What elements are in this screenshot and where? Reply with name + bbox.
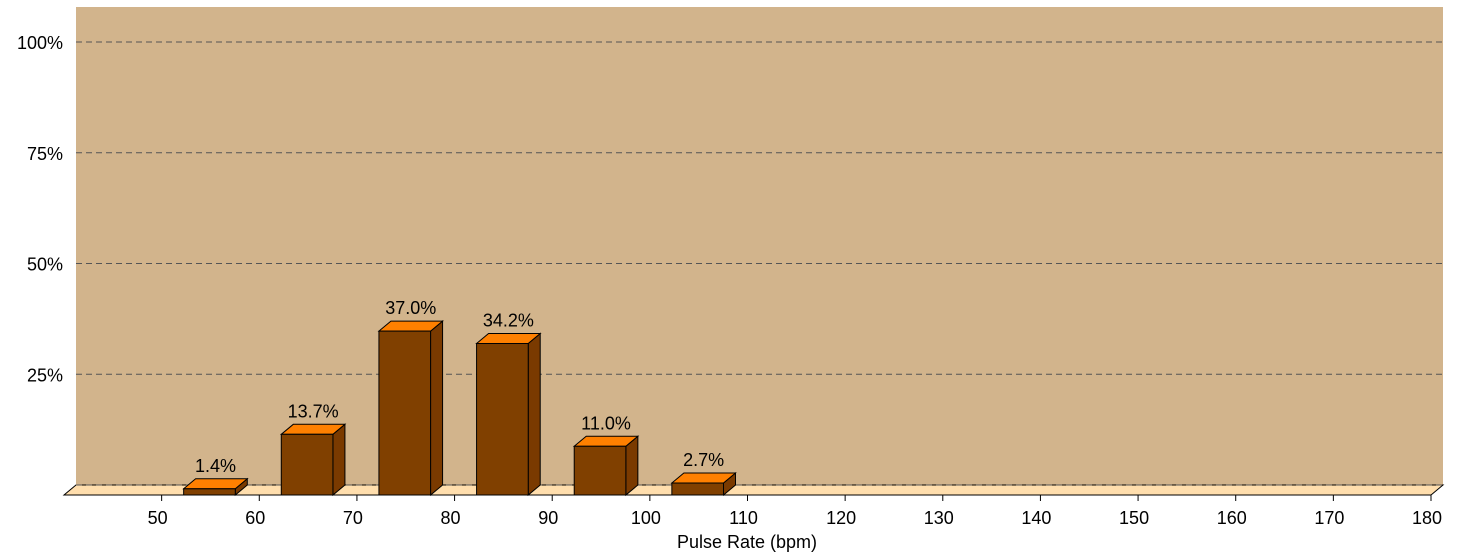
bar-front: [671, 482, 724, 496]
bar-front: [378, 330, 432, 496]
data-label: 37.0%: [385, 298, 436, 318]
bar-side: [430, 320, 444, 497]
data-label: 1.4%: [195, 456, 236, 476]
y-tick-label: 25%: [27, 365, 63, 385]
data-labels: 1.4% 13.7% 37.0% 34.2% 11.0% 2.7%: [195, 298, 724, 476]
x-axis-ticks: 50 60 70 80 90 100 110 120 130 140 150 160 170 180: [148, 495, 1442, 528]
bar-front: [476, 342, 529, 496]
data-label: 13.7%: [288, 401, 339, 421]
bar: [182, 477, 249, 497]
plot-area: [62, 7, 1445, 496]
bars: [182, 320, 737, 497]
x-tick-label: 130: [924, 508, 954, 528]
x-tick-label: 100: [631, 508, 661, 528]
x-tick-label: 140: [1021, 508, 1051, 528]
data-label: 2.7%: [683, 450, 724, 470]
x-tick-label: 60: [245, 508, 265, 528]
bar-side: [332, 423, 346, 497]
plot-background: [76, 7, 1443, 485]
x-tick-label: 160: [1217, 508, 1247, 528]
bar-top: [182, 478, 249, 490]
bar: [279, 423, 347, 497]
grid-lines: [76, 41, 1443, 486]
y-tick-label: 75%: [27, 144, 63, 164]
bar: [475, 332, 542, 497]
bar: [377, 320, 444, 497]
bar: [670, 471, 737, 497]
y-axis-ticks: 25% 50% 75% 100%: [17, 33, 63, 385]
data-label: 34.2%: [483, 310, 534, 330]
bar-top: [475, 332, 542, 344]
bar-front: [280, 433, 334, 496]
bar-front: [573, 445, 627, 496]
x-axis-title: Pulse Rate (bpm): [677, 532, 817, 552]
x-tick-label: 80: [441, 508, 461, 528]
x-tick-label: 90: [538, 508, 558, 528]
x-tick-label: 50: [148, 508, 168, 528]
bar-top: [377, 320, 444, 332]
x-tick-label: 180: [1412, 508, 1442, 528]
bar-side: [527, 332, 541, 497]
bar-top: [279, 423, 347, 435]
y-tick-label: 50%: [27, 255, 63, 275]
bar-front: [183, 488, 236, 496]
data-label: 11.0%: [581, 413, 631, 433]
x-tick-label: 120: [826, 508, 856, 528]
bar: [572, 435, 640, 497]
x-tick-label: 110: [729, 508, 758, 528]
y-tick-label: 100%: [17, 33, 63, 53]
x-tick-label: 150: [1119, 508, 1149, 528]
bar-top: [572, 435, 640, 447]
chart-floor: [62, 484, 1445, 496]
x-tick-label: 70: [343, 508, 363, 528]
bar-top: [670, 472, 737, 484]
x-tick-label: 170: [1314, 508, 1344, 528]
